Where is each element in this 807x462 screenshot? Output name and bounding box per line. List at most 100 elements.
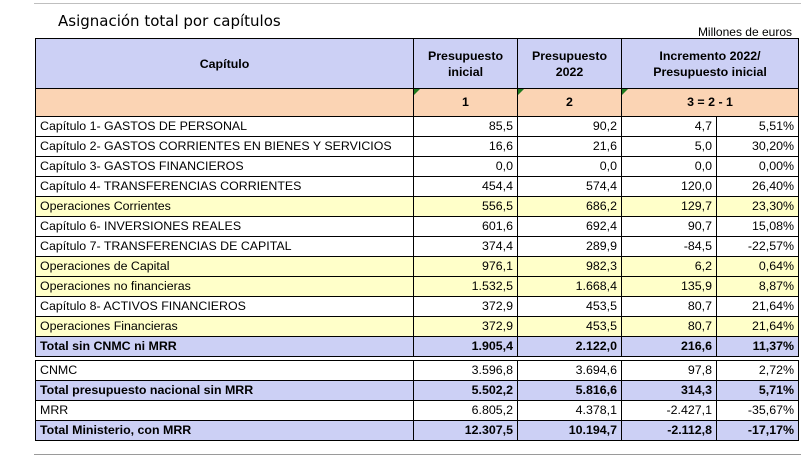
cell-incremento: 216,6: [621, 336, 717, 357]
row-label: Total presupuesto nacional sin MRR: [35, 380, 414, 401]
cell-presupuesto-2022: 4.378,1: [517, 400, 622, 421]
row-label: Operaciones de Capital: [35, 256, 414, 277]
index-1: 1: [413, 88, 518, 117]
index-blank: [35, 88, 414, 117]
units-label: Millones de euros: [697, 25, 792, 39]
row-label: CNMC: [35, 360, 414, 381]
table-row: MRR 6.805,2 4.378,1 -2.427,1 -35,67%: [35, 400, 800, 421]
cell-incremento-pct: 30,20%: [715, 136, 800, 157]
row-label: Capítulo 4- TRANSFERENCIAS CORRIENTES: [35, 176, 414, 197]
index-2-label: 2: [566, 95, 573, 109]
row-label: Capítulo 7- TRANSFERENCIAS DE CAPITAL: [35, 236, 414, 257]
index-row: 1 2 3 = 2 - 1: [35, 88, 800, 117]
cell-incremento: 90,7: [621, 216, 717, 237]
header-capitulo: Capítulo: [35, 38, 414, 89]
cell-incremento: -2.427,1: [621, 400, 717, 421]
cell-incremento: 129,7: [621, 196, 717, 217]
cell-incremento-pct: 8,87%: [715, 276, 800, 297]
table-row: Capítulo 2- GASTOS CORRIENTES EN BIENES …: [35, 136, 800, 157]
cell-incremento: 135,9: [621, 276, 717, 297]
cell-incremento-pct: 26,40%: [715, 176, 800, 197]
top-rule: [34, 3, 801, 4]
row-label: Capítulo 3- GASTOS FINANCIEROS: [35, 156, 414, 177]
cell-incremento: 80,7: [621, 296, 717, 317]
cell-presupuesto-2022: 289,9: [517, 236, 622, 257]
cell-presupuesto-2022: 5.816,6: [517, 380, 622, 401]
table-row: Capítulo 3- GASTOS FINANCIEROS 0,0 0,0 0,0 0…: [35, 156, 800, 177]
cell-incremento-pct: -22,57%: [715, 236, 800, 257]
cell-presupuesto-inicial: 976,1: [413, 256, 518, 277]
cell-incremento: 5,0: [621, 136, 717, 157]
cell-presupuesto-inicial: 454,4: [413, 176, 518, 197]
cell-presupuesto-2022: 453,5: [517, 316, 622, 337]
cell-presupuesto-inicial: 556,5: [413, 196, 518, 217]
cell-incremento: 0,0: [621, 156, 717, 177]
subtotal-row: Operaciones Financieras 372,9 453,5 80,7 21,…: [35, 316, 800, 337]
row-label: Operaciones no financieras: [35, 276, 414, 297]
cell-incremento-pct: 21,64%: [715, 316, 800, 337]
subtotal-row: Operaciones de Capital 976,1 982,3 6,2 0,64%: [35, 256, 800, 277]
table-row: Capítulo 4- TRANSFERENCIAS CORRIENTES 454…: [35, 176, 800, 197]
row-label: Total Ministerio, con MRR: [35, 420, 414, 441]
table-title: Asignación total por capítulos: [58, 12, 281, 30]
cell-presupuesto-inicial: 3.596,8: [413, 360, 518, 381]
cell-presupuesto-inicial: 0,0: [413, 156, 518, 177]
green-marker-icon: [622, 89, 628, 95]
cell-presupuesto-2022: 3.694,6: [517, 360, 622, 381]
green-marker-icon: [518, 89, 524, 95]
cell-incremento: 314,3: [621, 380, 717, 401]
cell-incremento-pct: 15,08%: [715, 216, 800, 237]
cell-incremento: 97,8: [621, 360, 717, 381]
table-row: Capítulo 6- INVERSIONES REALES 601,6 692,4…: [35, 216, 800, 237]
cell-presupuesto-2022: 982,3: [517, 256, 622, 277]
cell-presupuesto-2022: 90,2: [517, 116, 622, 137]
subtotal-row: Operaciones Corrientes 556,5 686,2 129,7 23,…: [35, 196, 800, 217]
row-label: Operaciones Financieras: [35, 316, 414, 337]
row-label: Total sin CNMC ni MRR: [35, 336, 414, 357]
total-row: Total Ministerio, con MRR 12.307,5 10.194,…: [35, 420, 800, 441]
cell-incremento: 80,7: [621, 316, 717, 337]
cell-presupuesto-2022: 574,4: [517, 176, 622, 197]
header-presupuesto-inicial: Presupuesto inicial: [413, 38, 518, 89]
cell-incremento-pct: 5,71%: [715, 380, 800, 401]
bottom-rule: [34, 454, 801, 455]
cell-presupuesto-inicial: 12.307,5: [413, 420, 518, 441]
header-presupuesto-2022: Presupuesto 2022: [517, 38, 622, 89]
cell-presupuesto-inicial: 601,6: [413, 216, 518, 237]
cell-presupuesto-2022: 686,2: [517, 196, 622, 217]
cell-presupuesto-inicial: 1.905,4: [413, 336, 518, 357]
cell-presupuesto-2022: 692,4: [517, 216, 622, 237]
index-3: 3 = 2 - 1: [620, 88, 800, 117]
total-row: Total sin CNMC ni MRR 1.905,4 2.122,0 216,6…: [35, 336, 800, 357]
cell-incremento-pct: 2,72%: [715, 360, 800, 381]
subtotal-row: Operaciones no financieras 1.532,5 1.668,4…: [35, 276, 800, 297]
index-1-label: 1: [462, 95, 469, 109]
row-label: Capítulo 1- GASTOS DE PERSONAL: [35, 116, 414, 137]
cell-incremento-pct: 11,37%: [715, 336, 800, 357]
cell-incremento-pct: 5,51%: [715, 116, 800, 137]
cell-incremento: 6,2: [621, 256, 717, 277]
table-row: Capítulo 1- GASTOS DE PERSONAL 85,5 90,2 4,…: [35, 116, 800, 137]
table-row: CNMC 3.596,8 3.694,6 97,8 2,72%: [35, 360, 800, 381]
row-label: MRR: [35, 400, 414, 421]
row-label: Capítulo 2- GASTOS CORRIENTES EN BIENES …: [35, 136, 414, 157]
table-row: Capítulo 8- ACTIVOS FINANCIEROS 372,9 453,…: [35, 296, 800, 317]
cell-presupuesto-inicial: 6.805,2: [413, 400, 518, 421]
cell-incremento-pct: 23,30%: [715, 196, 800, 217]
cell-incremento-pct: 0,00%: [715, 156, 800, 177]
header-row: Capítulo Presupuesto inicial Presupuesto…: [35, 38, 800, 89]
cell-incremento-pct: 0,64%: [715, 256, 800, 277]
cell-presupuesto-2022: 1.668,4: [517, 276, 622, 297]
budget-table: Capítulo Presupuesto inicial Presupuesto…: [35, 38, 800, 441]
cell-presupuesto-inicial: 372,9: [413, 316, 518, 337]
cell-incremento: 120,0: [621, 176, 717, 197]
total-row: Total presupuesto nacional sin MRR 5.502,…: [35, 380, 800, 401]
green-marker-icon: [414, 89, 420, 95]
cell-presupuesto-inicial: 16,6: [413, 136, 518, 157]
cell-incremento: -2.112,8: [621, 420, 717, 441]
cell-presupuesto-2022: 10.194,7: [517, 420, 622, 441]
cell-incremento-pct: -35,67%: [715, 400, 800, 421]
index-2: 2: [517, 88, 622, 117]
cell-presupuesto-2022: 21,6: [517, 136, 622, 157]
cell-presupuesto-inicial: 85,5: [413, 116, 518, 137]
